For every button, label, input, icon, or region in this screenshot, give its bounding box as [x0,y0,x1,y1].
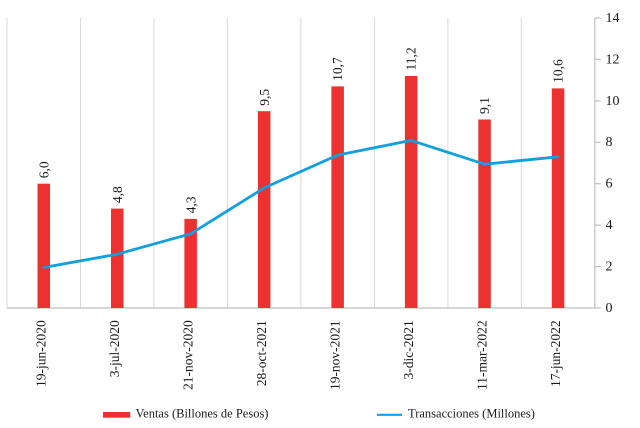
svg-text:4: 4 [606,218,613,233]
svg-text:Transacciones (Millones): Transacciones (Millones) [408,406,535,420]
svg-text:11-mar-2022: 11-mar-2022 [474,320,489,390]
svg-text:3-jul-2020: 3-jul-2020 [107,320,122,377]
svg-text:21-nov-2020: 21-nov-2020 [181,320,196,390]
svg-text:4,8: 4,8 [110,186,125,203]
svg-text:19-jun-2020: 19-jun-2020 [34,320,49,387]
svg-text:6,0: 6,0 [36,161,51,178]
svg-text:0: 0 [606,301,613,316]
svg-text:3-dic-2021: 3-dic-2021 [401,320,416,379]
svg-text:9,5: 9,5 [257,89,272,106]
svg-text:8: 8 [606,135,613,150]
svg-text:28-oct-2021: 28-oct-2021 [254,320,269,386]
svg-text:11,2: 11,2 [404,47,419,70]
svg-text:10,6: 10,6 [551,59,566,83]
svg-text:19-nov-2021: 19-nov-2021 [327,320,342,390]
svg-text:17-jun-2022: 17-jun-2022 [548,320,563,387]
svg-text:14: 14 [606,11,620,26]
svg-text:9,1: 9,1 [477,97,492,114]
svg-text:12: 12 [606,52,620,67]
svg-text:2: 2 [606,260,613,275]
svg-text:6: 6 [606,177,613,192]
svg-text:Ventas (Billones de Pesos): Ventas (Billones de Pesos) [136,406,269,420]
svg-text:4,3: 4,3 [183,196,198,213]
svg-text:10: 10 [606,94,620,109]
svg-text:10,7: 10,7 [330,57,345,81]
